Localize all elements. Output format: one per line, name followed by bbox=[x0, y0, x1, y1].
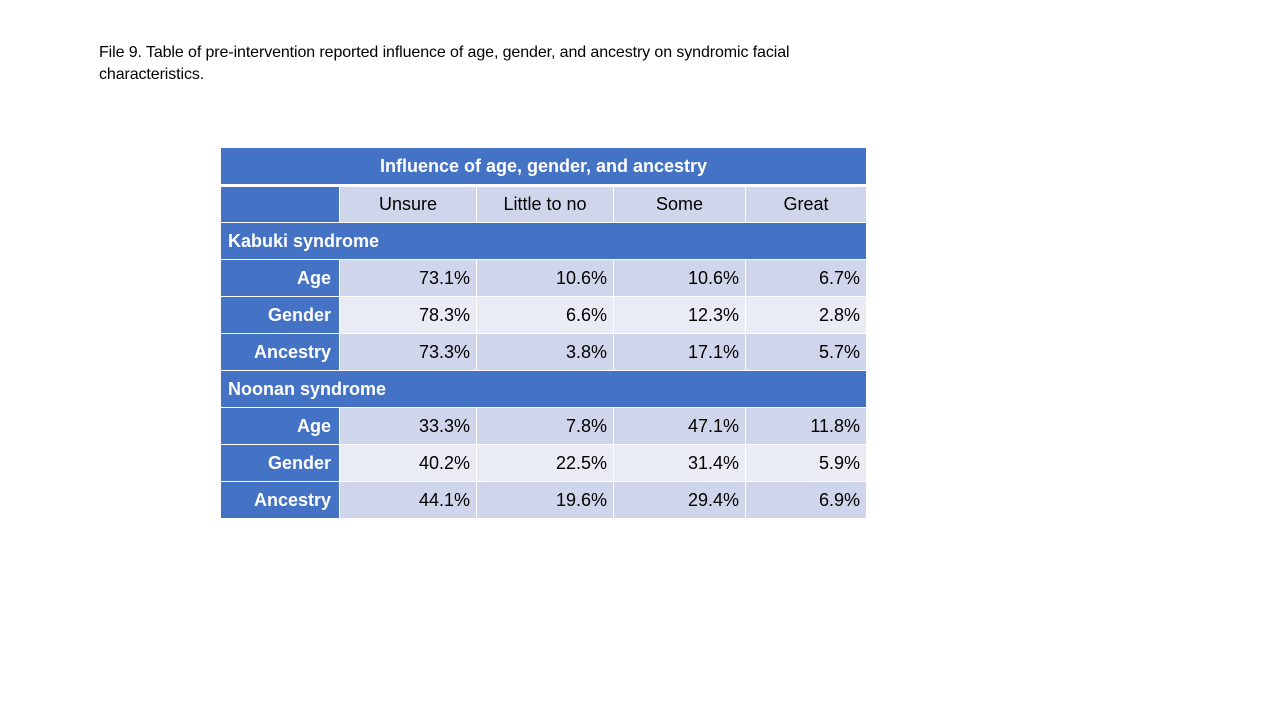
table-cell: 2.8% bbox=[744, 296, 868, 334]
table-cell: 3.8% bbox=[476, 333, 614, 371]
column-header-little-to-no: Little to no bbox=[476, 185, 614, 223]
section-row-noonan: Noonan syndrome bbox=[219, 370, 868, 408]
influence-table: Influence of age, gender, and ancestry U… bbox=[219, 147, 868, 519]
table-cell: 6.9% bbox=[744, 481, 868, 519]
table-row: Gender 40.2% 22.5% 31.4% 5.9% bbox=[220, 444, 868, 482]
row-label: Age bbox=[220, 407, 340, 445]
column-header-unsure: Unsure bbox=[339, 185, 477, 223]
table-title: Influence of age, gender, and ancestry bbox=[219, 147, 868, 187]
figure-caption: File 9. Table of pre-intervention report… bbox=[99, 44, 790, 83]
table-cell: 17.1% bbox=[613, 333, 746, 371]
table-row: Gender 78.3% 6.6% 12.3% 2.8% bbox=[220, 296, 868, 334]
table-cell: 73.3% bbox=[339, 333, 477, 371]
table-cell: 11.8% bbox=[744, 407, 868, 445]
table-cell: 12.3% bbox=[613, 296, 746, 334]
table-cell: 33.3% bbox=[339, 407, 477, 445]
table-cell: 10.6% bbox=[476, 259, 614, 297]
table-cell: 5.9% bbox=[744, 444, 868, 482]
table-row: Age 33.3% 7.8% 47.1% 11.8% bbox=[220, 407, 868, 445]
table-cell: 19.6% bbox=[476, 481, 614, 519]
section-label-kabuki: Kabuki syndrome bbox=[219, 222, 868, 260]
row-label: Gender bbox=[220, 296, 340, 334]
table-cell: 44.1% bbox=[339, 481, 477, 519]
table-row: Age 73.1% 10.6% 10.6% 6.7% bbox=[220, 259, 868, 297]
corner-cell bbox=[220, 185, 340, 223]
table-cell: 6.7% bbox=[744, 259, 868, 297]
table-cell: 5.7% bbox=[744, 333, 868, 371]
column-header-great: Great bbox=[744, 185, 868, 223]
table-cell: 47.1% bbox=[613, 407, 746, 445]
row-label: Age bbox=[220, 259, 340, 297]
column-header-row: Unsure Little to no Some Great bbox=[220, 185, 868, 223]
table-title-row: Influence of age, gender, and ancestry bbox=[219, 147, 868, 187]
column-header-some: Some bbox=[613, 185, 746, 223]
section-label-noonan: Noonan syndrome bbox=[219, 370, 868, 408]
table-cell: 73.1% bbox=[339, 259, 477, 297]
section-row-kabuki: Kabuki syndrome bbox=[219, 222, 868, 260]
table-cell: 78.3% bbox=[339, 296, 477, 334]
table-cell: 29.4% bbox=[613, 481, 746, 519]
table-cell: 10.6% bbox=[613, 259, 746, 297]
table-cell: 31.4% bbox=[613, 444, 746, 482]
table-cell: 6.6% bbox=[476, 296, 614, 334]
table-cell: 40.2% bbox=[339, 444, 477, 482]
row-label: Ancestry bbox=[220, 333, 340, 371]
row-label: Ancestry bbox=[220, 481, 340, 519]
table-row: Ancestry 44.1% 19.6% 29.4% 6.9% bbox=[220, 481, 868, 519]
table-cell: 22.5% bbox=[476, 444, 614, 482]
row-label: Gender bbox=[220, 444, 340, 482]
table-row: Ancestry 73.3% 3.8% 17.1% 5.7% bbox=[220, 333, 868, 371]
table-cell: 7.8% bbox=[476, 407, 614, 445]
